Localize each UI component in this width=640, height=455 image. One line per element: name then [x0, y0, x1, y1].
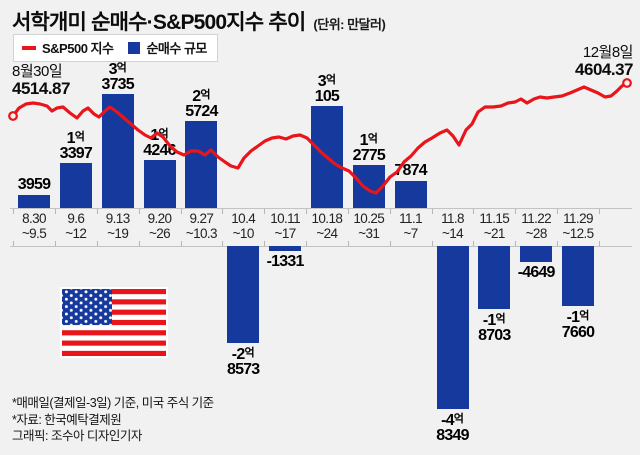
axis-tick [222, 209, 224, 214]
legend-netbuy-label: 순매수 규모 [146, 41, 207, 56]
axis-tick [306, 209, 307, 214]
bar-value-label: 3억 105 [314, 73, 340, 106]
bar-value-label: -4649 [517, 263, 556, 281]
bar-value-label: 7874 [394, 162, 427, 180]
axis-tick [598, 241, 600, 246]
net-purchase-bar [18, 194, 50, 208]
bar-value-label: 2억 5724 [185, 88, 218, 121]
axis-tick [138, 241, 140, 246]
annotation-start-date: 8월30일 [12, 63, 63, 80]
annotation-end-date: 12월8일 [582, 44, 634, 61]
net-purchase-bar [227, 246, 260, 343]
bar-value-label: -2억 8573 [226, 345, 260, 378]
header: 서학개미 순매수·S&P500지수 추이 (단위: 만달러) [12, 6, 386, 36]
net-purchase-bar [562, 246, 594, 306]
net-purchase-bar [269, 246, 302, 251]
bar-value-label: -1억 8703 [478, 312, 511, 345]
axis-tick [347, 241, 349, 246]
axis-tick [96, 241, 98, 246]
us-flag-icon [60, 287, 168, 358]
axis-tick [473, 241, 475, 246]
net-purchase-bar [185, 121, 218, 208]
footnotes: *매매일(결제일-3일) 기준, 미국 주식 기준 *자료: 한국예탁결제원 그… [12, 395, 214, 445]
legend-item-netbuy: 순매수 규모 [128, 38, 207, 57]
x-axis-label: 10.11 ~17 [270, 211, 300, 241]
axis-tick [347, 209, 349, 214]
net-purchase-bar [478, 246, 511, 310]
x-axis-label: 10.4 ~10 [231, 211, 256, 241]
bar-value-label: -4억 8349 [436, 412, 469, 445]
axis-tick [13, 241, 15, 246]
x-axis-label: 11.29 ~12.5 [562, 211, 594, 241]
us-flag-image [60, 287, 168, 363]
x-axis-label: 9.6 ~12 [65, 211, 87, 241]
page-title: 서학개미 순매수·S&P500지수 추이 [12, 11, 306, 34]
axis-tick [222, 241, 224, 246]
bar-value-label: -1331 [266, 252, 305, 270]
axis-tick [515, 209, 517, 214]
bar-value-label: 3959 [17, 175, 51, 193]
footnote-credit: 그래픽: 조수아 디자인기자 [12, 429, 142, 443]
annotation-end: 12월8일 4604.37 [575, 44, 634, 79]
axis-tick [515, 241, 517, 246]
net-purchase-bar [59, 162, 92, 208]
axis-tick [431, 209, 433, 214]
x-axis-label: 10.18 ~24 [311, 211, 343, 241]
x-axis-label: 9.13 ~19 [105, 211, 130, 241]
axis-baseline-bottom [10, 246, 632, 247]
net-purchase-bar [520, 246, 553, 262]
bar-value-label: -1억 7660 [561, 308, 595, 341]
axis-tick [180, 209, 182, 214]
axis-tick [138, 209, 140, 214]
axis-tick [264, 241, 266, 246]
net-purchase-bar [436, 246, 469, 410]
axis-tick [180, 241, 182, 246]
axis-tick [54, 209, 56, 214]
axis-tick [389, 241, 391, 246]
axis-tick [13, 209, 15, 214]
axis-tick [54, 241, 56, 246]
x-axis-label: 11.22 ~28 [521, 211, 552, 241]
legend-item-sp500: S&P500 지수 [22, 38, 114, 57]
bar-value-label: 1억 4246 [143, 126, 176, 159]
axis-tick [306, 241, 307, 246]
axis-tick [431, 241, 433, 246]
axis-tick [598, 209, 600, 214]
netbuy-bar-swatch-icon [128, 41, 141, 54]
legend-sp500-label: S&P500 지수 [42, 41, 114, 56]
x-axis-label: 8.30 ~9.5 [21, 211, 47, 241]
axis-tick [389, 209, 391, 214]
axis-baseline-top [10, 208, 632, 209]
legend: S&P500 지수 순매수 규모 [13, 34, 218, 62]
x-axis-label: 11.1 ~7 [399, 211, 423, 241]
axis-tick [557, 241, 559, 246]
unit-label: (단위: 만달러) [313, 17, 386, 32]
axis-tick [473, 209, 475, 214]
net-purchase-bar [394, 181, 427, 208]
bar-value-label: 3억 3735 [101, 61, 134, 93]
x-axis-label: 11.15 ~21 [479, 211, 510, 241]
bar-value-label: 1억 2775 [352, 131, 386, 164]
x-axis-label: 9.20 ~26 [147, 211, 172, 241]
x-axis-label: 9.27 ~10.3 [185, 211, 218, 241]
sp500-line-swatch-icon [22, 45, 36, 50]
axis-tick [557, 209, 559, 214]
annotation-end-value: 4604.37 [575, 60, 633, 79]
x-axis-label: 11.8 ~14 [441, 211, 464, 241]
footnote-source: *자료: 한국예탁결제원 [12, 412, 122, 427]
net-purchase-bar [143, 159, 176, 208]
axis-tick [264, 209, 266, 214]
bar-value-label: 1억 3397 [59, 129, 93, 162]
footnote-basis: *매매일(결제일-3일) 기준, 미국 주식 기준 [12, 396, 214, 410]
axis-tick [96, 209, 98, 214]
x-axis-label: 10.25 ~31 [353, 211, 385, 241]
